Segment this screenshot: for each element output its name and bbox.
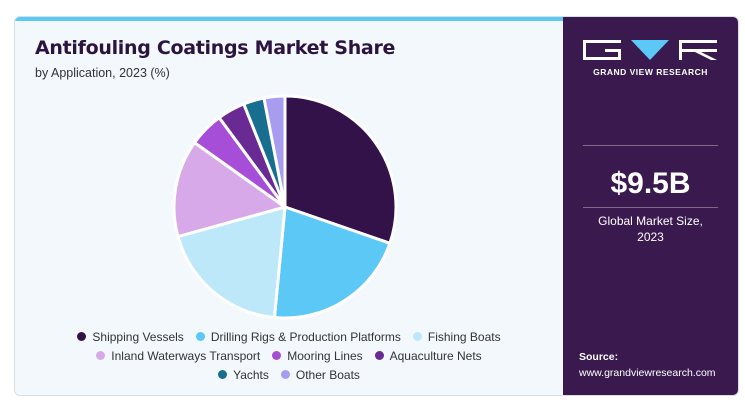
legend-row: Inland Waterways Transport Mooring Lines A… (15, 346, 563, 365)
legend-swatch (272, 351, 282, 360)
market-size-label: Global Market Size, 2023 (563, 213, 738, 245)
legend-swatch (374, 351, 384, 360)
legend-row: Shipping Vessels Drilling Rigs & Producti… (15, 327, 563, 346)
legend-label: Yachts (233, 367, 269, 382)
legend-item: Other Boats (280, 367, 360, 382)
legend-swatch (280, 370, 290, 379)
legend-label: Inland Waterways Transport (111, 348, 261, 363)
divider-top (583, 145, 718, 146)
legend-item: Shipping Vessels (77, 329, 184, 344)
legend-item: Aquaculture Nets (374, 348, 482, 363)
pie-slice-fishing-boats (176, 205, 287, 319)
pie-slice-inland-waterways-transport (172, 141, 287, 239)
divider-bottom (583, 207, 718, 208)
chart-subtitle: by Application, 2023 (%) (35, 66, 170, 80)
brand-name: GRAND VIEW RESEARCH (593, 67, 708, 77)
legend-label: Other Boats (295, 367, 360, 382)
legend-item: Fishing Boats (412, 329, 501, 344)
pie-slice-shipping-vessels (283, 94, 398, 245)
legend-item: Drilling Rigs & Production Platforms (195, 329, 401, 344)
market-size-label-line2: 2023 (637, 230, 664, 244)
legend-swatch (218, 370, 228, 379)
chart-title: Antifouling Coatings Market Share (35, 37, 396, 59)
legend-swatch (96, 351, 106, 360)
legend-swatch (195, 332, 205, 341)
legend-label: Drilling Rigs & Production Platforms (210, 329, 401, 344)
legend-label: Aquaculture Nets (389, 348, 482, 363)
market-size-value: $9.5B (610, 167, 691, 200)
legend-item: Mooring Lines (272, 348, 363, 363)
grand-view-research-logo (583, 40, 717, 60)
legend-label: Mooring Lines (287, 348, 363, 363)
pie-chart (172, 94, 398, 320)
legend-item: Yachts (218, 368, 269, 382)
source-label: Source: (579, 351, 619, 363)
legend-label: Shipping Vessels (92, 329, 184, 344)
accent-bar (15, 17, 563, 21)
pie-slice-other-boats (262, 94, 287, 209)
chart-legend: Shipping Vessels Drilling Rigs & Producti… (15, 327, 563, 384)
legend-row: Yachts Other Boats (15, 365, 563, 384)
chart-card: Antifouling Coatings Market Share by App… (14, 16, 739, 396)
source-url: www.grandviewresearch.com (579, 367, 716, 379)
legend-label: Fishing Boats (427, 329, 501, 344)
legend-swatch (412, 332, 422, 341)
pie-slice-drilling-rigs-production-platforms (272, 205, 392, 320)
info-panel: GRAND VIEW RESEARCH $9.5B Global Market … (563, 17, 738, 395)
legend-swatch (77, 332, 87, 341)
market-size-label-line1: Global Market Size, (598, 214, 703, 228)
legend-item: Inland Waterways Transport (96, 349, 260, 363)
